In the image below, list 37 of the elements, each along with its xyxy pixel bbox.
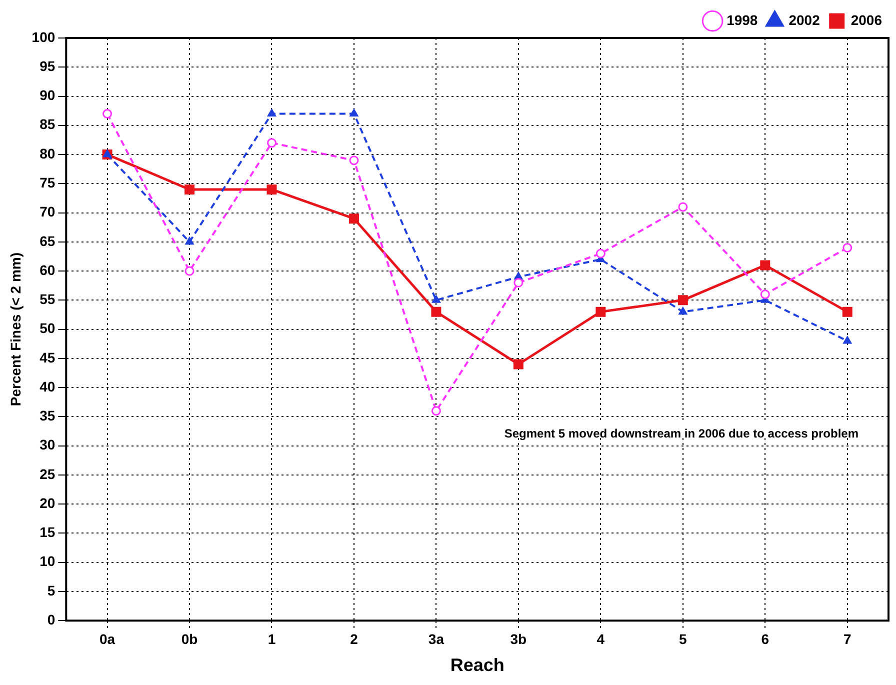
y-tick-label: 35 [40,408,56,424]
y-tick-label: 15 [40,524,56,540]
x-tick-label: 0b [181,630,198,647]
y-tick-label: 30 [40,436,56,453]
y-tick-label: 65 [40,232,56,249]
y-tick-label: 40 [40,378,56,394]
x-tick-label: 7 [843,630,852,647]
x-axis-title: Reach [450,655,504,676]
y-axis-title: Percent Fines (< 2 mm) [7,252,24,406]
x-tick-label: 4 [596,630,605,647]
y-tick-label: 10 [40,553,56,570]
x-tick-label: 0a [99,630,116,647]
y-tick-label: 45 [40,349,56,366]
y-tick-label: 60 [40,262,56,278]
x-tick-label: 1 [268,630,276,647]
y-tick-label: 80 [40,145,56,162]
legend-label: 2002 [788,12,820,28]
y-tick-label: 90 [40,87,56,104]
y-tick-label: 20 [40,494,56,511]
y-tick-label: 50 [40,320,56,336]
x-tick-label: 2 [350,630,358,647]
x-tick-label: 6 [761,630,770,647]
y-tick-label: 75 [40,174,56,191]
y-tick-label: 100 [32,28,56,45]
legend-label: 2006 [850,12,882,28]
y-tick-label: 85 [40,116,56,132]
legend-label: 1998 [726,12,758,28]
x-tick-label: 3b [510,630,527,647]
y-tick-label: 95 [40,58,56,74]
y-tick-label: 55 [40,291,56,308]
y-tick-label: 25 [40,466,56,482]
x-tick-label: 5 [679,630,688,647]
annotation: Segment 5 moved downstream in 2006 due to access problem [504,426,858,440]
x-tick-label: 3a [428,630,444,647]
y-tick-label: 70 [40,204,56,220]
y-tick-label: 0 [47,611,56,628]
y-tick-label: 5 [47,582,56,598]
